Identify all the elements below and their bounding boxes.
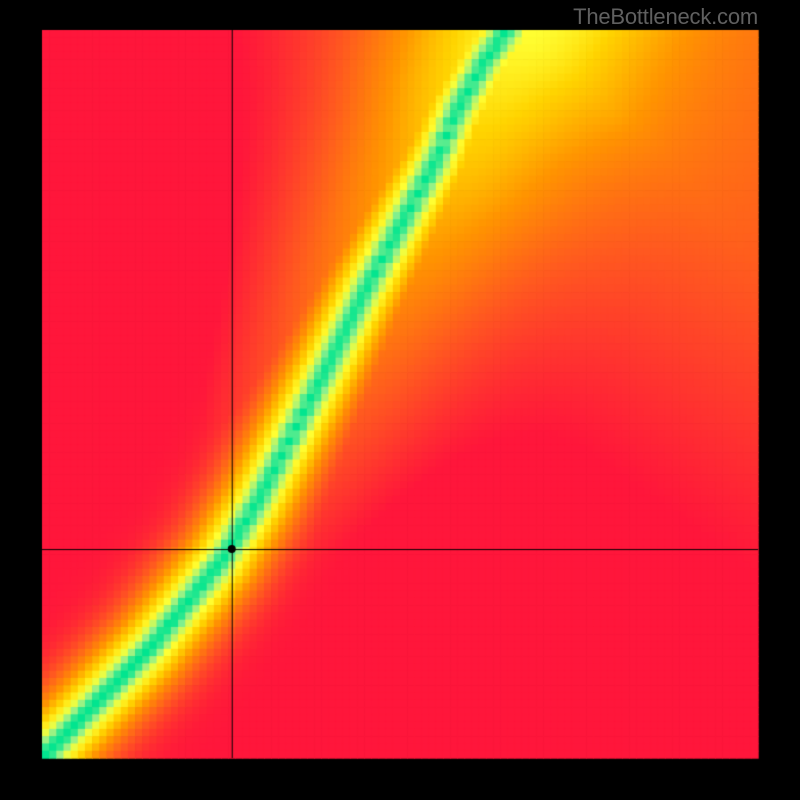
watermark-text: TheBottleneck.com bbox=[573, 4, 758, 30]
chart-container: TheBottleneck.com bbox=[0, 0, 800, 800]
bottleneck-heatmap bbox=[0, 0, 800, 800]
